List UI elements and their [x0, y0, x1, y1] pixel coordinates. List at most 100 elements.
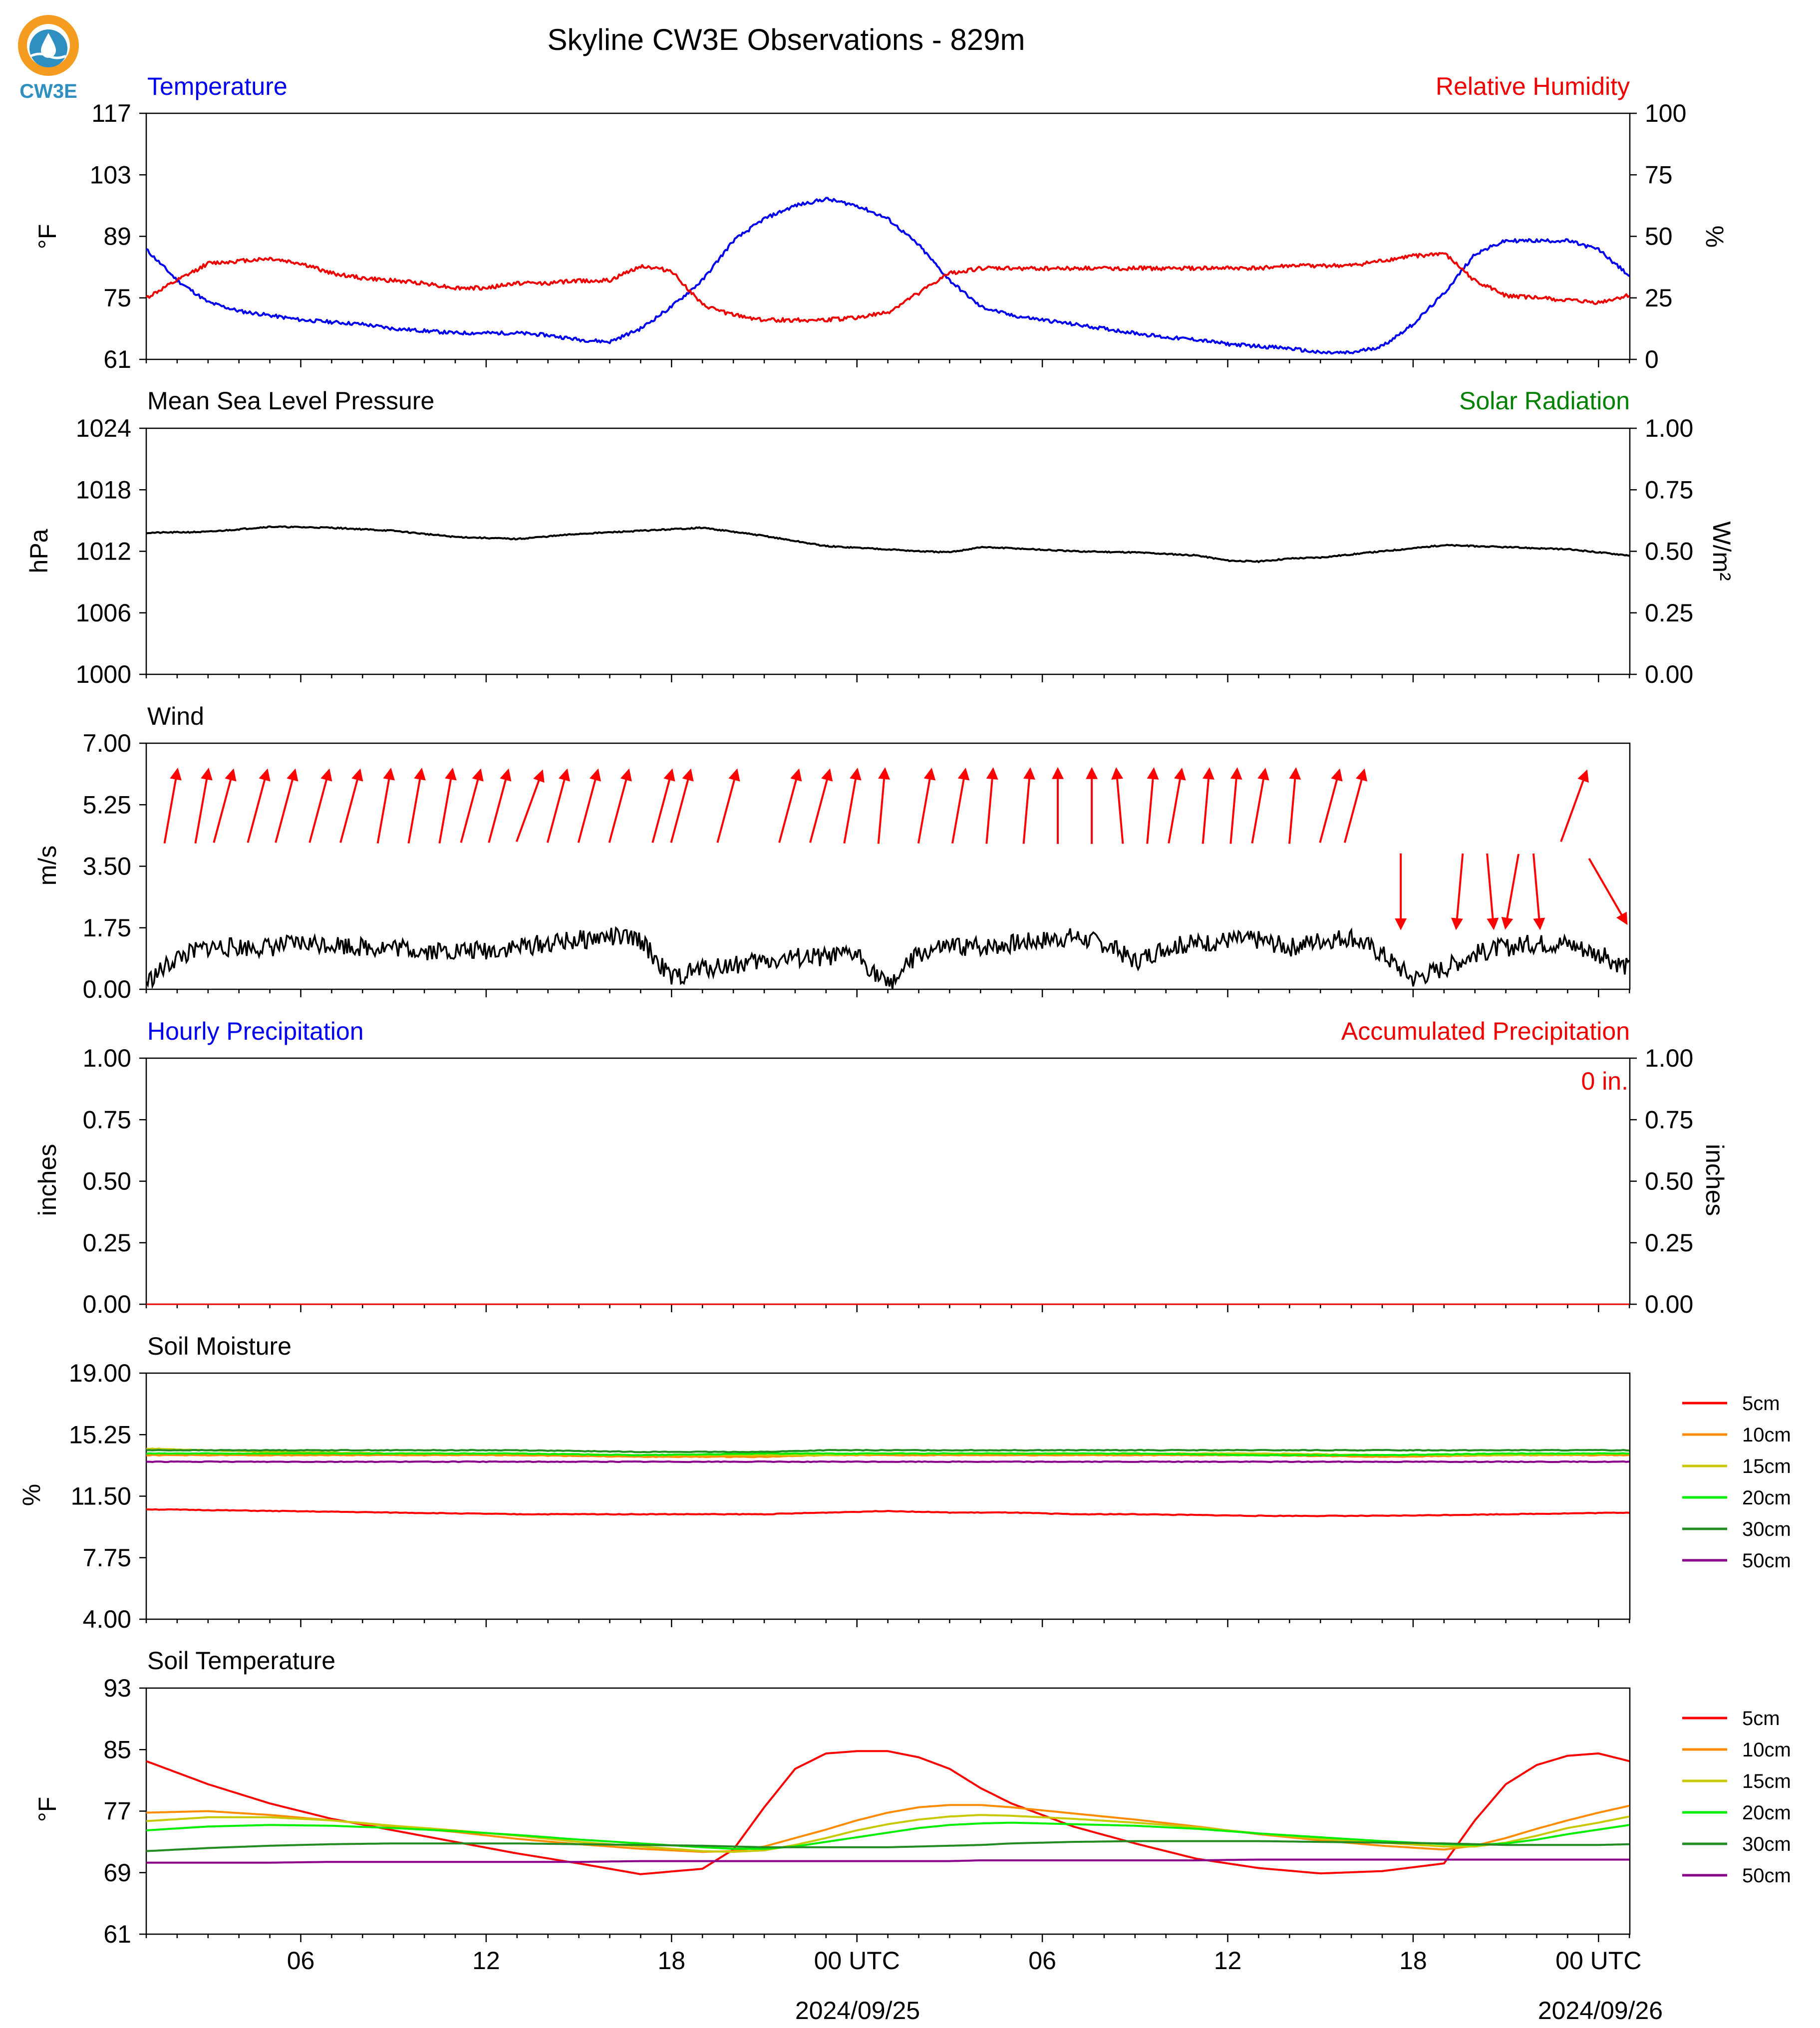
wind-direction-arrow — [1319, 768, 1343, 843]
y-tick-label-left: 117 — [91, 99, 131, 127]
y-tick-label-right: 0.00 — [1645, 1290, 1693, 1318]
y-tick-label-right: 0.50 — [1645, 1167, 1693, 1195]
wind-direction-arrow — [843, 767, 862, 844]
y-tick-label-left: 1018 — [76, 476, 131, 504]
soil-moisture-legend-label: 5cm — [1742, 1393, 1780, 1415]
x-tick-label: 06 — [287, 1947, 315, 1975]
wind-direction-arrow — [339, 768, 363, 843]
soil-temperature-legend-label: 5cm — [1742, 1708, 1780, 1730]
series-line-soil-moisture — [146, 1452, 1630, 1457]
plot-frame — [145, 1372, 1631, 1620]
x-tick-label: 00 UTC — [1555, 1947, 1641, 1975]
logo-wave-icon — [30, 52, 67, 59]
y-axis-label-left: °F — [33, 224, 61, 250]
soil-moisture-legend-label: 30cm — [1742, 1518, 1791, 1540]
y-tick-label-left: 1006 — [76, 599, 131, 627]
y-tick-label-left: 103 — [90, 161, 131, 189]
logo-ring-icon — [18, 15, 79, 76]
y-tick-label-left: 75 — [103, 284, 131, 312]
wind-direction-arrow — [247, 768, 271, 843]
panel-title-left: Soil Temperature — [147, 1647, 335, 1675]
y-tick-label-left: 15.25 — [69, 1421, 131, 1449]
y-axis-label-left: % — [17, 1484, 45, 1506]
panel-title-right: Accumulated Precipitation — [1341, 1017, 1630, 1045]
precip-total-annotation: 0 in. — [1581, 1067, 1628, 1095]
wind-direction-arrow — [194, 767, 213, 844]
x-tick-label: 12 — [1214, 1947, 1242, 1975]
y-tick-label-left: 0.00 — [83, 975, 131, 1003]
wind-direction-arrow — [1202, 767, 1214, 844]
wind-direction-arrow — [1288, 767, 1301, 844]
wind-direction-arrow — [985, 767, 998, 844]
soil-temperature-legend-label: 20cm — [1742, 1802, 1791, 1824]
wind-direction-arrow — [1588, 858, 1628, 925]
panel-title-left: Temperature — [147, 72, 288, 100]
date-label-2: 2024/09/26 — [1538, 1997, 1663, 2025]
series-line-soil-moisture — [146, 1460, 1630, 1463]
panel-precipitation: Hourly Precipitation Accumulated Precipi… — [33, 1017, 1729, 1216]
wind-direction-arrow — [1451, 853, 1464, 930]
wind-direction-arrow — [546, 768, 571, 843]
panel-title-left: Mean Sea Level Pressure — [147, 387, 434, 415]
y-tick-label-left: 1.75 — [83, 914, 131, 942]
series-line-soil-temperature — [146, 1750, 1630, 1875]
wind-direction-arrow — [608, 768, 632, 843]
y-tick-label-right: 0.75 — [1645, 476, 1693, 504]
y-tick-label-left: 0.50 — [83, 1167, 131, 1195]
wind-direction-arrow — [670, 768, 694, 843]
wind-direction-arrow — [1343, 768, 1368, 843]
wind-direction-arrow — [809, 768, 833, 843]
y-tick-label-right: 1.00 — [1645, 1044, 1693, 1072]
wind-direction-arrow — [651, 768, 675, 843]
wind-direction-arrow — [951, 767, 970, 844]
y-tick-label-right: 0.25 — [1645, 599, 1693, 627]
y-tick-label-left: 0.75 — [83, 1106, 131, 1134]
x-tick-label: 06 — [1028, 1947, 1056, 1975]
y-tick-label-left: 1.00 — [83, 1044, 131, 1072]
wind-direction-arrow — [1560, 769, 1589, 842]
plot-frame — [145, 427, 1631, 675]
plot-frame — [145, 742, 1631, 990]
y-axis-label-right: % — [1701, 226, 1729, 248]
y-axis-label-right: W/m² — [1708, 521, 1736, 580]
y-tick-label-left: 1000 — [76, 660, 131, 688]
wind-direction-arrow — [1229, 767, 1242, 844]
y-tick-label-left: 61 — [103, 1920, 131, 1948]
panel-soil-temperature: Soil Temperature °F — [33, 1647, 335, 1822]
wind-direction-arrow — [275, 768, 299, 843]
y-tick-label-left: 77 — [103, 1797, 131, 1825]
wind-direction-arrow — [1111, 767, 1124, 844]
logo-text: CW3E — [19, 80, 77, 102]
wind-direction-arrow — [917, 767, 936, 844]
x-tick-label: 00 UTC — [814, 1947, 900, 1975]
y-tick-label-right: 1.00 — [1645, 414, 1693, 442]
series-line-wind-speed — [145, 926, 1630, 990]
logo-drop-icon — [41, 33, 56, 58]
cw3e-logo: CW3E — [18, 15, 79, 102]
y-tick-label-right: 0.50 — [1645, 538, 1693, 566]
panel-pressure-solar: Mean Sea Level Pressure Solar Radiation … — [25, 387, 1736, 581]
wind-direction-arrow — [577, 768, 601, 843]
series-line-temperature — [146, 197, 1630, 355]
x-tick-label: 12 — [472, 1947, 500, 1975]
plot-frame — [145, 1687, 1631, 1935]
series-line-soil-temperature — [146, 1858, 1630, 1864]
y-tick-label-left: 11.50 — [71, 1482, 131, 1510]
y-tick-label-right: 0.25 — [1645, 1229, 1693, 1257]
x-tick-label: 18 — [1399, 1947, 1427, 1975]
y-tick-label-left: 0.25 — [83, 1229, 131, 1257]
soil-temperature-legend-label: 15cm — [1742, 1770, 1791, 1792]
y-tick-label-left: 61 — [103, 345, 131, 373]
y-tick-label-left: 19.00 — [69, 1359, 131, 1387]
soil-temperature-legend-label: 10cm — [1742, 1739, 1791, 1761]
y-axis-label-left: hPa — [25, 529, 53, 573]
soil-moisture-legend-label: 10cm — [1742, 1424, 1791, 1446]
plot-frame — [145, 1057, 1631, 1305]
y-tick-label-left: 89 — [103, 223, 131, 251]
soil-moisture-legend-label: 50cm — [1742, 1550, 1791, 1572]
chart-marks-layer: 61 75 89 103 117 0 25 50 75 100 1000 1006 1012 1018 10… — [69, 99, 1791, 1975]
panel-wind: Wind m/s — [33, 702, 204, 885]
panel-title-left: Wind — [147, 702, 204, 730]
wind-direction-arrow — [407, 767, 426, 844]
